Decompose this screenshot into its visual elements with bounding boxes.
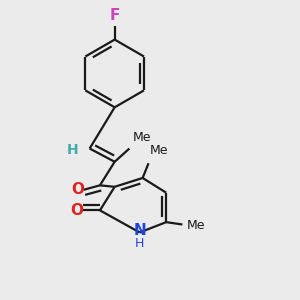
Text: Me: Me xyxy=(150,144,169,158)
Text: O: O xyxy=(70,203,83,218)
Text: H: H xyxy=(67,143,79,157)
Text: Me: Me xyxy=(132,131,151,144)
Text: Me: Me xyxy=(187,219,205,232)
Text: O: O xyxy=(71,182,84,197)
Text: N: N xyxy=(133,223,146,238)
Text: F: F xyxy=(110,8,120,23)
Text: H: H xyxy=(135,237,144,250)
